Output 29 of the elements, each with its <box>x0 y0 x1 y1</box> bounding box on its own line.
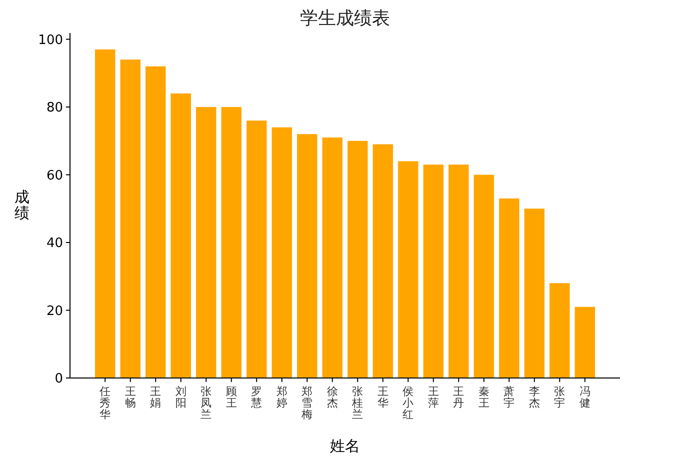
x-tick-label: 郑婷 <box>276 384 288 410</box>
x-tick-label: 王丹 <box>453 384 464 410</box>
x-tick-label: 张桂兰 <box>351 384 364 421</box>
x-tick-label: 顾王 <box>226 384 237 410</box>
x-tick-label: 徐杰 <box>326 384 338 410</box>
x-tick-label: 萧宇 <box>504 384 515 410</box>
x-tick-label: 刘阳 <box>175 384 186 410</box>
y-tick-label: 0 <box>54 372 63 386</box>
x-tick-label: 冯健 <box>579 384 590 410</box>
y-tick-label: 80 <box>46 100 63 116</box>
y-axis-title: 成绩 <box>14 188 30 222</box>
x-tick-label: 王萍 <box>428 384 439 410</box>
x-tick-label: 李杰 <box>528 384 540 410</box>
y-tick-label: 60 <box>46 168 63 184</box>
y-tick-label: 40 <box>46 236 63 252</box>
x-tick-label: 张凤兰 <box>200 384 212 421</box>
x-tick-label: 秦王 <box>478 384 490 410</box>
x-tick-label: 任秀华 <box>98 384 111 421</box>
x-tick-label: 王娟 <box>150 384 162 410</box>
x-tick-label: 张宇 <box>554 384 566 410</box>
x-tick-label: 郑雪梅 <box>300 384 313 421</box>
x-tick-label: 王华 <box>377 384 388 410</box>
y-tick-label: 100 <box>38 32 63 48</box>
x-tick-label: 罗慧 <box>250 384 262 410</box>
y-tick-label: 20 <box>46 304 63 319</box>
chart-title: 学生成绩表 <box>300 8 390 29</box>
x-axis-title: 姓名 <box>330 437 360 455</box>
x-tick-label: 王畅 <box>124 384 136 410</box>
x-tick-label: 侯小红 <box>402 384 414 421</box>
